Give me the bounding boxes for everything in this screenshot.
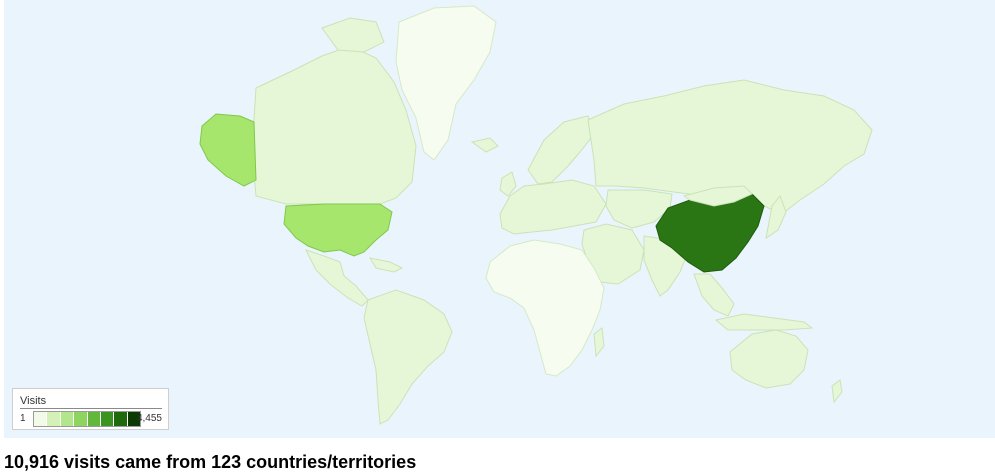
region-canada[interactable] xyxy=(251,45,417,205)
legend-min-label: 1 xyxy=(20,413,26,424)
legend-swatch xyxy=(74,412,88,426)
region-southeast-asia[interactable] xyxy=(693,273,735,317)
region-united-states[interactable] xyxy=(283,203,393,257)
region-russia[interactable] xyxy=(587,79,873,215)
legend-divider xyxy=(20,408,162,409)
visits-summary: 10,916 visits came from 123 countries/te… xyxy=(4,452,417,472)
region-caribbean[interactable] xyxy=(368,257,404,273)
region-south-america[interactable] xyxy=(363,289,453,425)
legend-title: Visits xyxy=(20,395,47,407)
region-iceland[interactable] xyxy=(470,137,499,153)
region-middle-east[interactable] xyxy=(581,223,645,285)
legend-swatch xyxy=(34,412,48,426)
legend-swatch xyxy=(60,412,75,426)
region-japan[interactable] xyxy=(765,195,787,240)
region-australia[interactable] xyxy=(729,329,809,389)
region-scandinavia[interactable] xyxy=(527,115,595,185)
region-madagascar[interactable] xyxy=(593,327,605,358)
legend-swatch xyxy=(100,412,115,426)
region-greenland[interactable] xyxy=(395,5,497,161)
world-map[interactable]: Visits 1 4,455 xyxy=(4,0,995,438)
region-arctic-islands[interactable] xyxy=(321,17,385,53)
legend-swatch xyxy=(87,412,101,426)
region-europe[interactable] xyxy=(499,179,607,235)
region-indonesia[interactable] xyxy=(714,313,814,331)
region-new-zealand[interactable] xyxy=(831,379,843,404)
legend-max-label: 4,455 xyxy=(136,413,162,424)
region-united-kingdom[interactable] xyxy=(499,171,517,197)
legend-swatch xyxy=(127,412,140,426)
region-alaska[interactable] xyxy=(199,113,257,187)
region-africa[interactable] xyxy=(485,239,605,377)
region-mexico-central-america[interactable] xyxy=(305,249,369,307)
map-legend: Visits 1 4,455 xyxy=(12,388,169,430)
world-map-svg[interactable] xyxy=(4,0,995,438)
legend-color-scale xyxy=(33,411,141,427)
legend-swatch xyxy=(47,412,61,426)
region-central-asia[interactable] xyxy=(605,189,673,229)
legend-swatch xyxy=(114,412,128,426)
region-mongolia[interactable] xyxy=(682,185,753,207)
